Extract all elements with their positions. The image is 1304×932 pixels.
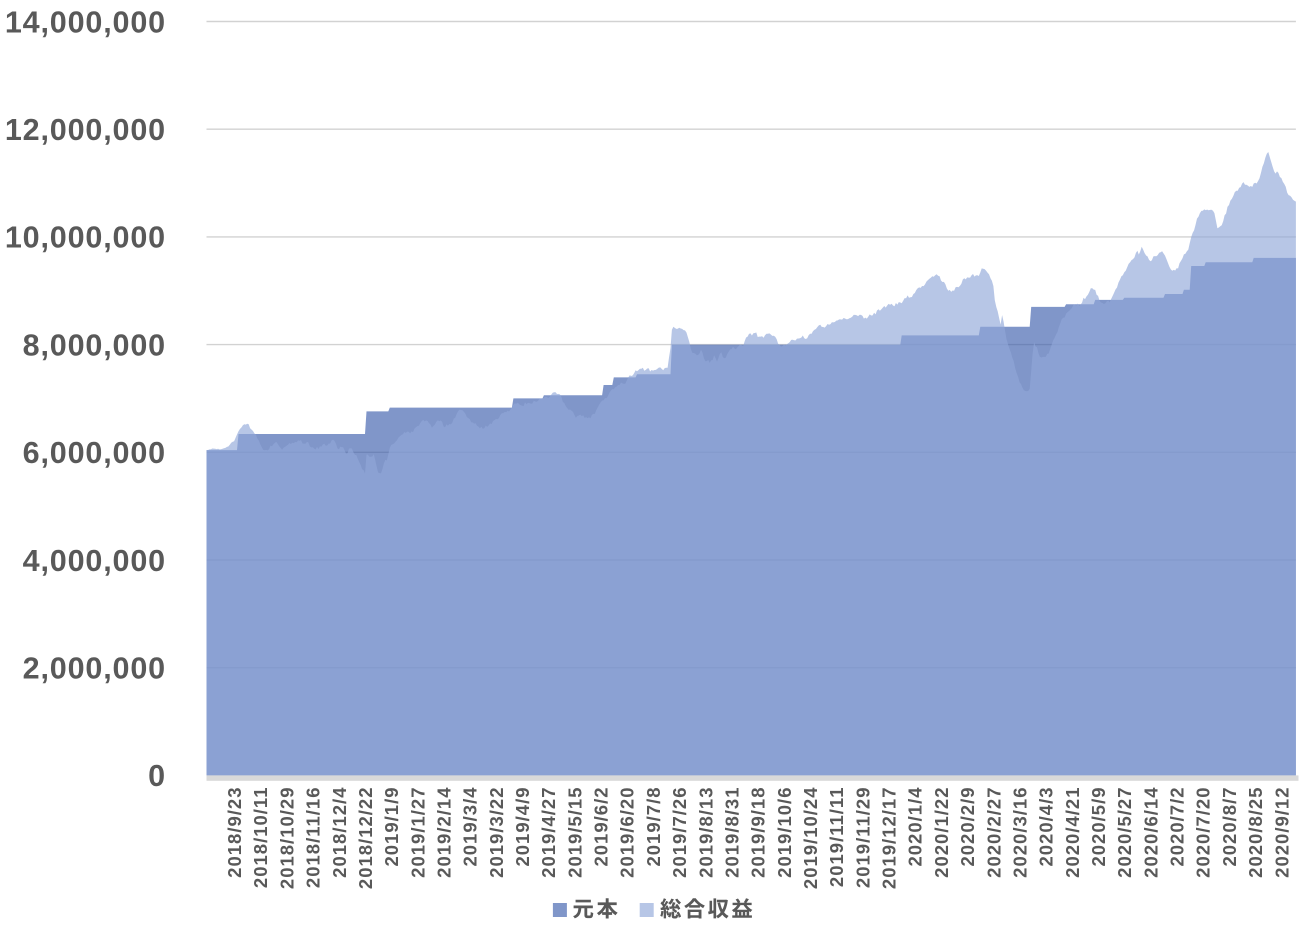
svg-text:2020/5/9: 2020/5/9 [1088, 787, 1109, 867]
svg-text:2020/2/27: 2020/2/27 [983, 787, 1004, 878]
svg-text:2018/11/16: 2018/11/16 [303, 787, 324, 889]
svg-text:2018/10/11: 2018/10/11 [250, 787, 271, 889]
svg-text:2019/5/15: 2019/5/15 [564, 787, 585, 878]
svg-text:12,000,000: 12,000,000 [5, 113, 166, 147]
svg-text:0: 0 [148, 759, 166, 793]
svg-text:2019/2/14: 2019/2/14 [434, 787, 455, 878]
svg-text:2020/8/7: 2020/8/7 [1219, 787, 1240, 867]
svg-text:2019/6/2: 2019/6/2 [591, 787, 612, 867]
svg-text:2018/10/29: 2018/10/29 [276, 787, 297, 890]
svg-text:2019/1/27: 2019/1/27 [407, 787, 428, 878]
svg-text:2020/5/27: 2020/5/27 [1114, 787, 1135, 878]
svg-text:2020/8/25: 2020/8/25 [1245, 787, 1266, 878]
svg-text:2018/12/4: 2018/12/4 [329, 787, 350, 878]
svg-text:2020/1/22: 2020/1/22 [931, 787, 952, 878]
svg-text:2019/6/20: 2019/6/20 [617, 787, 638, 878]
svg-text:2019/3/22: 2019/3/22 [486, 787, 507, 878]
svg-text:2019/4/9: 2019/4/9 [512, 787, 533, 867]
svg-text:2019/11/29: 2019/11/29 [852, 787, 873, 889]
svg-text:2020/4/21: 2020/4/21 [1062, 787, 1083, 878]
svg-text:6,000,000: 6,000,000 [23, 436, 166, 470]
svg-text:2019/8/13: 2019/8/13 [695, 787, 716, 878]
svg-text:2020/2/9: 2020/2/9 [957, 787, 978, 867]
svg-text:2018/9/23: 2018/9/23 [224, 787, 245, 878]
svg-text:2019/4/27: 2019/4/27 [538, 787, 559, 878]
svg-text:2020/6/14: 2020/6/14 [1140, 787, 1161, 878]
svg-text:2019/7/26: 2019/7/26 [669, 787, 690, 878]
svg-text:2,000,000: 2,000,000 [23, 652, 166, 686]
svg-text:2019/11/11: 2019/11/11 [826, 787, 847, 888]
svg-text:2019/10/24: 2019/10/24 [800, 787, 821, 890]
svg-text:2019/8/31: 2019/8/31 [722, 787, 743, 878]
svg-text:2020/7/2: 2020/7/2 [1167, 787, 1188, 867]
svg-text:8,000,000: 8,000,000 [23, 328, 166, 362]
svg-text:2020/3/16: 2020/3/16 [1010, 787, 1031, 878]
svg-text:2019/9/18: 2019/9/18 [748, 787, 769, 878]
svg-text:2018/12/22: 2018/12/22 [355, 787, 376, 890]
svg-text:2019/1/9: 2019/1/9 [381, 787, 402, 867]
svg-text:2020/9/12: 2020/9/12 [1271, 787, 1292, 878]
svg-text:2019/10/6: 2019/10/6 [774, 787, 795, 878]
svg-text:2020/7/20: 2020/7/20 [1193, 787, 1214, 878]
svg-text:14,000,000: 14,000,000 [5, 5, 166, 39]
svg-text:10,000,000: 10,000,000 [5, 221, 166, 255]
svg-text:2019/12/17: 2019/12/17 [879, 787, 900, 890]
svg-text:2020/1/4: 2020/1/4 [905, 787, 926, 867]
svg-text:2019/3/4: 2019/3/4 [460, 787, 481, 867]
svg-text:4,000,000: 4,000,000 [23, 544, 166, 578]
svg-text:2019/7/8: 2019/7/8 [643, 787, 664, 867]
svg-text:2020/4/3: 2020/4/3 [1036, 787, 1057, 867]
